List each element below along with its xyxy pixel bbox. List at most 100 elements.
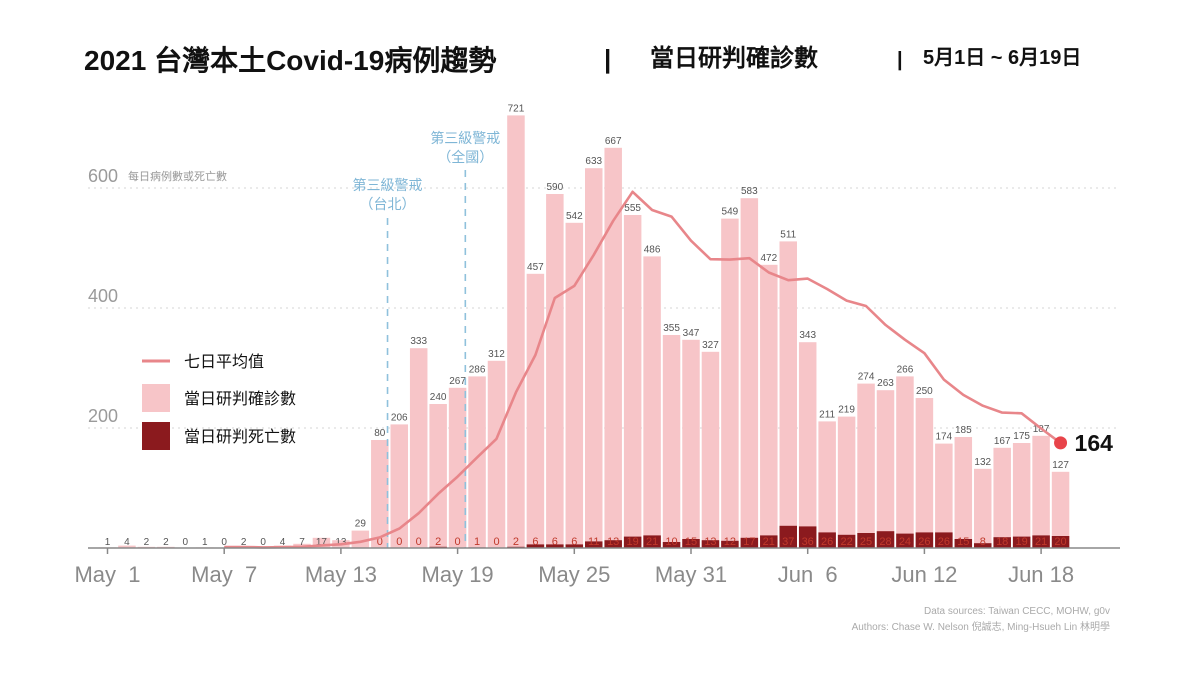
average-line: 1 6 4 xyxy=(224,190,1114,549)
title-separator: | xyxy=(604,44,611,74)
case-bar xyxy=(993,447,1011,548)
y-axis-title: 每日病例數或死亡數 xyxy=(128,169,227,183)
case-value-label: 286 xyxy=(469,364,486,375)
death-value-label: 17 xyxy=(743,536,755,548)
x-tick-label: May 13 xyxy=(305,562,377,587)
case-value-label: 174 xyxy=(936,432,953,443)
case-value-label: 263 xyxy=(877,378,894,389)
x-tick-label: Jun 18 xyxy=(1008,562,1074,587)
case-value-label: 2 xyxy=(144,537,150,548)
death-value-label: 22 xyxy=(840,536,852,548)
y-axis: 200 400 600 每日病例數或死亡數 xyxy=(88,166,227,426)
x-tick-label: Jun 6 xyxy=(778,562,838,587)
death-value-label: 2 xyxy=(435,536,441,548)
case-value-label: 2 xyxy=(241,537,247,548)
death-value-label: 24 xyxy=(899,536,911,548)
legend-swatch-box xyxy=(142,384,170,412)
death-bar xyxy=(915,532,934,548)
case-value-label: 0 xyxy=(183,537,189,548)
death-bar xyxy=(993,537,1011,548)
title-separator-2: | xyxy=(897,49,903,71)
death-value-label: 0 xyxy=(377,536,383,548)
death-value-label: 0 xyxy=(416,536,422,548)
case-value-label: 633 xyxy=(585,156,602,167)
case-bar xyxy=(896,376,914,548)
case-bar xyxy=(682,339,700,548)
death-bar xyxy=(837,534,856,548)
case-bar xyxy=(701,351,720,548)
case-value-label: 511 xyxy=(780,229,796,240)
case-value-label: 457 xyxy=(527,262,544,273)
case-value-label: 333 xyxy=(410,336,427,347)
end-value-label: 164 xyxy=(1075,430,1114,456)
case-bar xyxy=(643,256,661,548)
case-value-label: 7 xyxy=(299,537,305,548)
case-value-label: 542 xyxy=(566,211,583,222)
death-value-label: 37 xyxy=(782,536,794,548)
death-bar xyxy=(526,544,545,548)
death-bar xyxy=(818,532,836,548)
death-value-label: 21 xyxy=(1035,536,1047,548)
case-bar xyxy=(312,537,331,548)
case-bar xyxy=(876,390,895,548)
case-bar xyxy=(935,443,953,548)
death-bar xyxy=(779,525,797,548)
case-value-label: 549 xyxy=(722,207,739,218)
gridlines xyxy=(88,187,1120,429)
death-bar xyxy=(1012,536,1031,548)
case-value-label: 667 xyxy=(605,136,622,147)
case-bar xyxy=(837,416,856,548)
case-value-label: 4 xyxy=(124,537,130,548)
case-bar xyxy=(507,115,525,549)
case-value-label: 486 xyxy=(644,244,661,255)
death-bar xyxy=(643,535,661,548)
authors: Authors: Chase W. Nelson 倪誠志, Ming-Hsueh… xyxy=(852,620,1110,633)
case-value-label: 17 xyxy=(316,537,328,548)
case-bar xyxy=(760,264,778,548)
death-value-label: 25 xyxy=(860,536,872,548)
x-tick-label: May 19 xyxy=(422,562,494,587)
death-bar xyxy=(896,533,914,548)
death-value-label: 21 xyxy=(763,536,775,548)
death-value-label: 18 xyxy=(996,536,1008,548)
case-value-label: 0 xyxy=(221,537,227,548)
case-bar xyxy=(974,468,992,548)
death-value-label: 19 xyxy=(627,536,639,548)
death-bar xyxy=(585,541,603,548)
death-value-label: 13 xyxy=(607,536,619,548)
death-bar xyxy=(876,531,895,548)
case-bar xyxy=(585,168,603,548)
annotations: 第三級警戒 （台北） 第三級警戒 （全國） xyxy=(353,130,500,548)
case-value-label: 206 xyxy=(391,412,408,423)
y-tick-label: 600 xyxy=(88,166,118,186)
case-value-label: 0 xyxy=(260,537,266,548)
death-value-label: 21 xyxy=(646,536,658,548)
x-tick-label: May 1 xyxy=(74,562,140,587)
alert-label: （全國） xyxy=(437,149,493,165)
death-value-label: 6 xyxy=(571,536,577,548)
case-bar xyxy=(915,398,934,548)
case-bar xyxy=(662,335,681,548)
case-value-label: 80 xyxy=(374,428,386,439)
case-bar xyxy=(604,147,622,549)
case-value-label: 274 xyxy=(858,372,875,383)
death-value-label: 36 xyxy=(802,536,814,548)
case-value-label: 219 xyxy=(838,405,855,416)
death-value-label: 26 xyxy=(918,536,930,548)
case-bar xyxy=(118,545,136,548)
death-bar xyxy=(604,540,622,548)
case-bar xyxy=(409,348,428,548)
seven-day-average-line xyxy=(224,190,1062,549)
case-value-label: 267 xyxy=(449,376,466,387)
death-value-label: 15 xyxy=(685,536,697,548)
case-value-label: 127 xyxy=(1052,460,1069,471)
date-range: 5月1日 ~ 6月19日 xyxy=(923,47,1081,69)
death-value-label: 19 xyxy=(1016,536,1028,548)
legend-swatch-box xyxy=(142,422,170,450)
case-bar xyxy=(721,218,739,548)
alert-label: （台北） xyxy=(360,196,416,212)
case-bar xyxy=(448,387,467,548)
death-bar xyxy=(721,540,739,548)
death-bar xyxy=(760,535,778,548)
